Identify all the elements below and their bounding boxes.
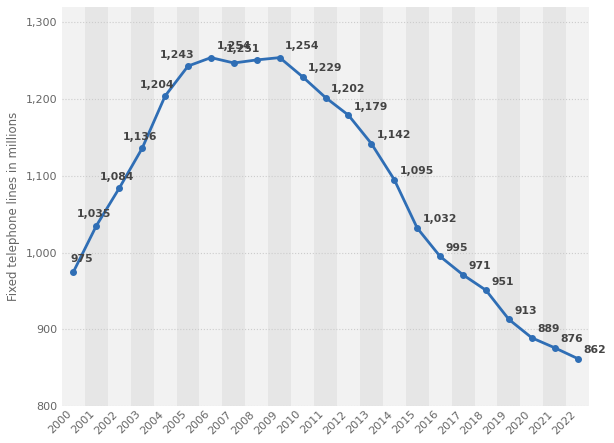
Text: 1,251: 1,251 (226, 43, 260, 54)
Text: 951: 951 (492, 277, 514, 287)
Bar (497, 7, 520, 406)
Bar (451, 7, 475, 406)
Bar (246, 7, 268, 406)
Text: 1,035: 1,035 (77, 210, 111, 219)
Text: 971: 971 (468, 261, 491, 271)
Bar (543, 7, 566, 406)
Bar (314, 7, 337, 406)
Text: 913: 913 (515, 306, 537, 316)
Bar (291, 7, 314, 406)
Bar (62, 7, 85, 406)
Bar (268, 7, 291, 406)
Text: 862: 862 (583, 345, 606, 355)
Text: 876: 876 (560, 334, 583, 344)
Bar (154, 7, 177, 406)
Bar (383, 7, 406, 406)
Text: 1,084: 1,084 (100, 172, 134, 182)
Text: 1,095: 1,095 (400, 166, 434, 176)
Text: 995: 995 (446, 243, 468, 253)
Text: 1,202: 1,202 (331, 84, 365, 94)
Text: 1,254: 1,254 (217, 41, 251, 51)
Bar (360, 7, 383, 406)
Text: 975: 975 (71, 254, 93, 264)
Bar (337, 7, 360, 406)
Text: 1,136: 1,136 (123, 132, 157, 142)
Bar (566, 7, 589, 406)
Text: 1,032: 1,032 (423, 214, 457, 225)
Bar (520, 7, 543, 406)
Bar (222, 7, 246, 406)
Bar (131, 7, 154, 406)
Text: 1,229: 1,229 (308, 63, 343, 73)
Bar (200, 7, 222, 406)
Text: 889: 889 (537, 324, 560, 334)
Text: 1,142: 1,142 (377, 130, 411, 140)
Bar (108, 7, 131, 406)
Text: 1,254: 1,254 (286, 41, 320, 51)
Text: 1,204: 1,204 (140, 80, 174, 89)
Bar (177, 7, 200, 406)
Bar (406, 7, 429, 406)
Text: 1,179: 1,179 (354, 101, 389, 112)
Bar (475, 7, 497, 406)
Text: 1,243: 1,243 (160, 50, 195, 60)
Bar (85, 7, 108, 406)
Y-axis label: Fixed telephone lines in millions: Fixed telephone lines in millions (7, 112, 20, 301)
Bar (429, 7, 451, 406)
